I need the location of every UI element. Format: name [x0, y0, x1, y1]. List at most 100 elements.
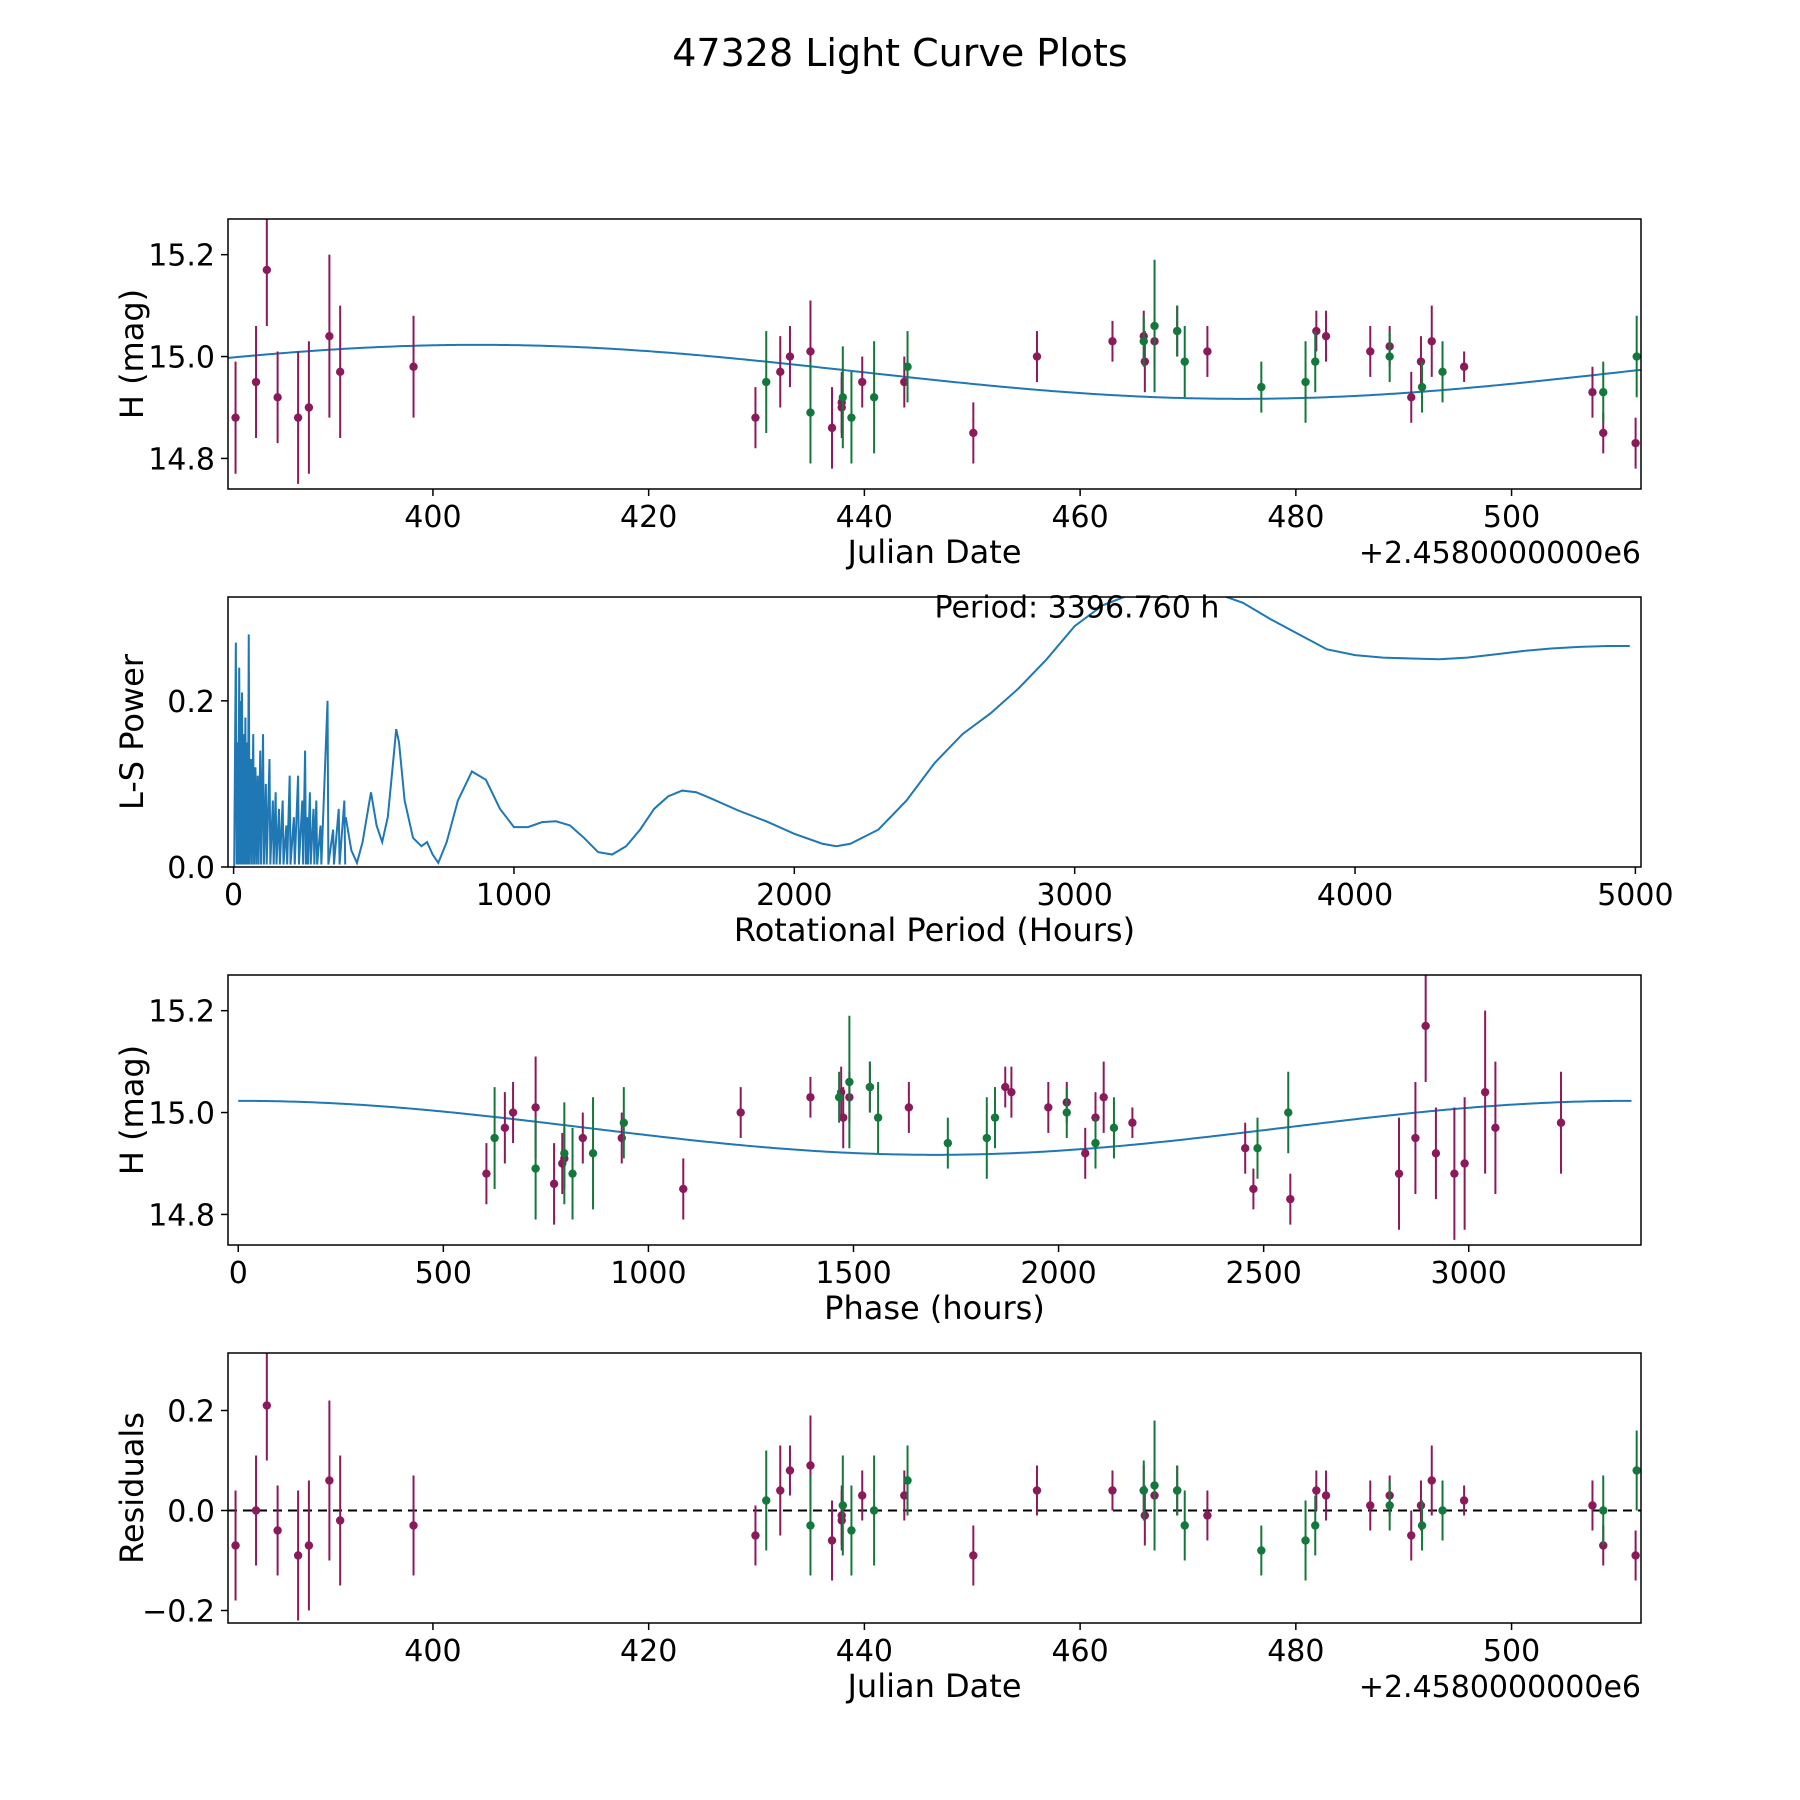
data-point	[837, 1511, 846, 1520]
data-point	[806, 1521, 815, 1530]
data-point	[482, 1169, 491, 1178]
data-point	[903, 1476, 912, 1485]
data-point	[806, 1461, 815, 1470]
x-tick-label: 480	[1267, 500, 1324, 535]
x-tick-label: 420	[620, 500, 677, 535]
phased-y-axis-label: H (mag)	[113, 1045, 151, 1175]
x-tick-label: 400	[404, 500, 461, 535]
data-point	[1417, 1521, 1427, 1530]
data-point	[865, 1082, 875, 1092]
data-point	[1311, 1521, 1320, 1530]
x-tick-label: 460	[1051, 500, 1108, 535]
y-tick-label: 15.0	[148, 341, 215, 376]
periodogram-panel: 0 1000 2000 3000 4000 5000 0.0 0.2 Rotational Pe…	[113, 590, 1674, 949]
model-curve	[228, 343, 1641, 400]
data-point	[619, 1118, 629, 1127]
data-point	[1108, 337, 1117, 346]
data-point	[847, 1526, 856, 1535]
data-point	[1140, 357, 1150, 366]
x-tick-label: 400	[404, 1634, 461, 1669]
lightcurve-plot-area	[228, 219, 1641, 484]
x-tick-label: 2000	[1020, 1256, 1096, 1291]
data-point	[785, 352, 795, 361]
data-point	[1249, 1184, 1258, 1194]
axes-frame	[227, 596, 1642, 868]
x-tick-label: 440	[836, 500, 893, 535]
data-point	[1180, 1521, 1189, 1530]
data-point	[827, 1536, 837, 1545]
periodogram-x-axis-label: Rotational Period (Hours)	[734, 911, 1135, 949]
x-tick-label: 2000	[756, 878, 832, 913]
data-point	[943, 1138, 953, 1148]
data-point	[1312, 1486, 1321, 1495]
data-point	[1257, 1546, 1266, 1555]
model-curve	[238, 1099, 1632, 1156]
axes-frame	[227, 1352, 1642, 1624]
data-point	[251, 1506, 261, 1515]
data-point	[231, 1541, 240, 1550]
data-point	[838, 1501, 848, 1510]
data-point	[304, 1541, 314, 1550]
data-point	[1099, 1093, 1108, 1102]
data-point	[1321, 331, 1331, 341]
data-point	[1140, 1511, 1150, 1520]
data-point	[839, 1113, 848, 1122]
data-point	[1407, 393, 1416, 402]
data-point	[1459, 1496, 1469, 1505]
data-point	[1172, 326, 1182, 336]
data-point	[1257, 382, 1266, 392]
data-point	[293, 1551, 303, 1560]
data-point	[1108, 1486, 1117, 1495]
data-point	[1450, 1169, 1459, 1178]
phased-lightcurve-panel: 0 500 1000 1500 2000 2500 3000 14.8 15.0 15.2 Phas…	[113, 974, 1642, 1327]
axes-frame	[227, 218, 1642, 490]
data-point	[1091, 1138, 1100, 1148]
data-point	[588, 1149, 598, 1158]
data-point	[335, 367, 345, 377]
data-point	[1366, 1501, 1375, 1510]
data-point	[1407, 1531, 1416, 1540]
data-point	[903, 362, 912, 371]
lightcurve-x-offset-label: +2.4580000000e6	[1359, 536, 1641, 571]
data-point	[1172, 1486, 1182, 1495]
periodogram-curve	[344, 597, 1630, 866]
data-point	[1007, 1087, 1016, 1097]
data-point	[904, 1103, 914, 1112]
data-point	[1394, 1169, 1404, 1178]
data-point	[560, 1149, 569, 1158]
x-tick-label: 500	[1483, 500, 1540, 535]
y-tick-label: 14.8	[148, 1198, 215, 1233]
data-point	[508, 1108, 518, 1117]
data-point	[1203, 347, 1212, 356]
data-point	[1411, 1133, 1420, 1143]
y-tick-label: −0.2	[142, 1595, 215, 1630]
data-point	[1150, 321, 1159, 331]
residuals-panel: 400 420 440 460 480 500 −0.2 0.0 0.2 Julian Date R…	[113, 1352, 1642, 1705]
x-tick-label: 5000	[1597, 878, 1673, 913]
data-point	[490, 1133, 499, 1143]
y-tick-label: 14.8	[148, 442, 215, 477]
data-point	[251, 377, 261, 387]
data-point	[304, 403, 314, 412]
data-point	[1599, 428, 1608, 438]
data-point	[1438, 1506, 1447, 1515]
data-point	[776, 367, 785, 377]
data-point	[273, 1526, 282, 1535]
data-point	[969, 428, 978, 438]
data-point	[500, 1123, 510, 1133]
data-point	[873, 1113, 883, 1122]
data-point	[751, 413, 760, 422]
data-point	[262, 1401, 272, 1410]
data-point	[578, 1133, 587, 1143]
data-point	[900, 377, 909, 387]
periodogram-plot-area	[233, 597, 1630, 867]
data-point	[1385, 352, 1394, 361]
x-tick-label: 1500	[815, 1256, 891, 1291]
x-tick-label: 480	[1267, 1634, 1324, 1669]
data-point	[1109, 1123, 1119, 1133]
data-point	[762, 377, 771, 387]
data-point	[1632, 1466, 1641, 1475]
phased-plot-area	[238, 975, 1632, 1240]
x-tick-label: 0	[229, 1256, 248, 1291]
data-point	[1366, 347, 1375, 356]
